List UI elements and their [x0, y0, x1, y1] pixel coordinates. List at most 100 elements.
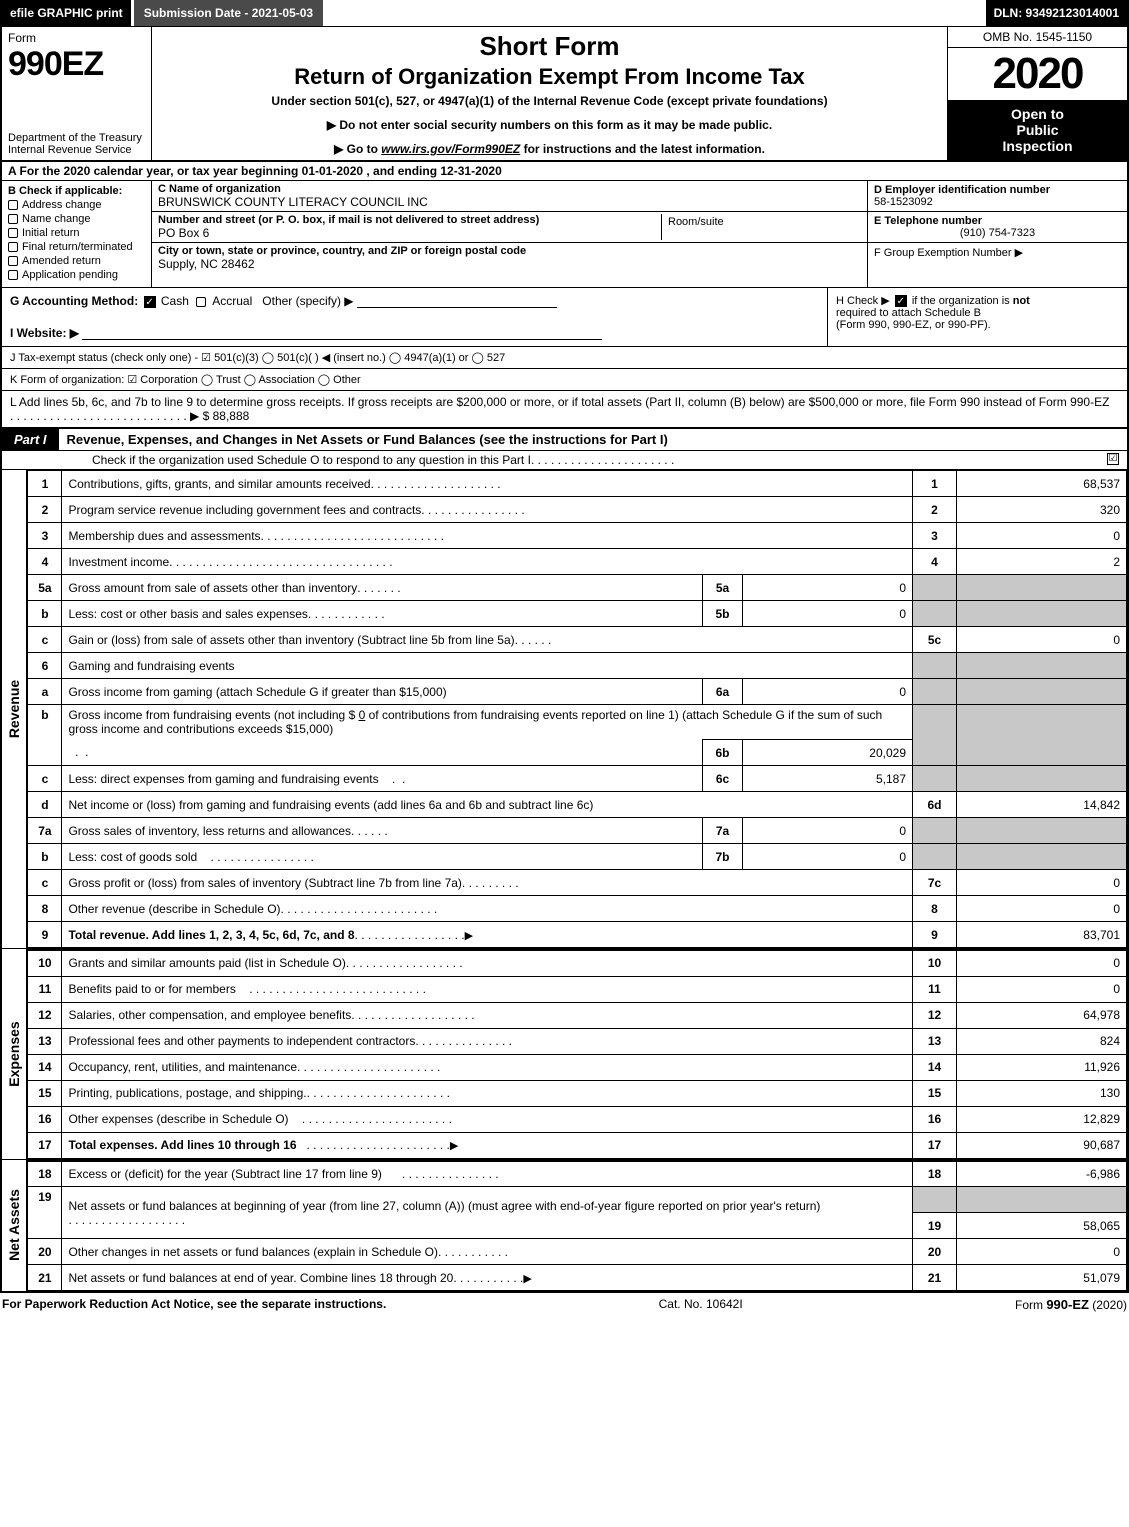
row-a-tax-year: A For the 2020 calendar year, or tax yea…	[0, 162, 1129, 181]
line-2: 2 Program service revenue including gove…	[28, 497, 1127, 523]
mini-val: 0	[743, 601, 913, 627]
line-num: b	[28, 844, 62, 870]
line-col: 17	[913, 1132, 957, 1158]
line-num: 2	[28, 497, 62, 523]
org-name: BRUNSWICK COUNTY LITERACY COUNCIL INC	[158, 195, 861, 209]
header-right: OMB No. 1545-1150 2020 Open to Public In…	[947, 27, 1127, 160]
mini-ln: 6c	[703, 766, 743, 792]
chk-amended-return[interactable]: Amended return	[8, 255, 145, 267]
line-col: 12	[913, 1002, 957, 1028]
line-num: 17	[28, 1132, 62, 1158]
irs-link[interactable]: www.irs.gov/Form990EZ	[381, 142, 520, 156]
open-l1: Open to	[1011, 106, 1064, 122]
line-desc: Gaming and fundraising events	[62, 653, 913, 679]
line-col: 1	[913, 471, 957, 497]
dots: . . . . . . . . . . . . . . . . . . . . …	[531, 453, 1101, 467]
l6b-d1: Gross income from fundraising events (no…	[68, 708, 358, 722]
dept-line2: Internal Revenue Service	[8, 144, 132, 156]
footer-left: For Paperwork Reduction Act Notice, see …	[2, 1297, 386, 1312]
line-num: 16	[28, 1106, 62, 1132]
box-def: D Employer identification number 58-1523…	[867, 181, 1127, 287]
part1-tag-icon: Part I	[2, 429, 59, 450]
expenses-section: Expenses 10 Grants and similar amounts p…	[0, 949, 1129, 1160]
line-val: 14,842	[957, 792, 1127, 818]
checkbox-icon	[8, 214, 18, 224]
c-name-row: C Name of organization BRUNSWICK COUNTY …	[152, 181, 867, 212]
line-desc: Benefits paid to or for members . . . . …	[62, 976, 913, 1002]
row-ghi: G Accounting Method: ✓ Cash Accrual Othe…	[0, 287, 1129, 347]
line-desc: Grants and similar amounts paid (list in…	[62, 950, 913, 976]
line-col: 19	[913, 1213, 957, 1239]
other-specify-input[interactable]	[357, 294, 557, 308]
website-input[interactable]	[82, 326, 602, 340]
line-col: 14	[913, 1054, 957, 1080]
arrow-icon: ▶	[523, 1272, 531, 1285]
c-city-row: City or town, state or province, country…	[152, 243, 867, 287]
line-12: 12 Salaries, other compensation, and emp…	[28, 1002, 1127, 1028]
checkbox-checked-icon: ✓	[144, 296, 156, 308]
footer: For Paperwork Reduction Act Notice, see …	[0, 1293, 1129, 1316]
line-col: 7c	[913, 870, 957, 896]
line-col: 9	[913, 922, 957, 948]
city-label: City or town, state or province, country…	[158, 245, 526, 257]
gh-left: G Accounting Method: ✓ Cash Accrual Othe…	[2, 288, 827, 346]
line-7a: 7a Gross sales of inventory, less return…	[28, 818, 1127, 844]
line-17: 17 Total expenses. Add lines 10 through …	[28, 1132, 1127, 1158]
row-l: L Add lines 5b, 6c, and 7b to line 9 to …	[0, 391, 1129, 427]
part1-header: Part I Revenue, Expenses, and Changes in…	[0, 427, 1129, 451]
line-val: 2	[957, 549, 1127, 575]
h-not: not	[1013, 295, 1030, 307]
g-other: Other (specify) ▶	[262, 294, 353, 308]
line-7b: b Less: cost of goods sold . . . . . . .…	[28, 844, 1127, 870]
line-desc: Gross profit or (loss) from sales of inv…	[62, 870, 913, 896]
grey-cell	[913, 766, 957, 792]
line-num: 21	[28, 1265, 62, 1291]
chk-application-pending[interactable]: Application pending	[8, 269, 145, 281]
h-line2: required to attach Schedule B	[836, 307, 981, 319]
spacer	[323, 0, 985, 26]
line-num: d	[28, 792, 62, 818]
box-c: C Name of organization BRUNSWICK COUNTY …	[152, 181, 867, 287]
chk-address-change[interactable]: Address change	[8, 199, 145, 211]
line-desc: Other changes in net assets or fund bala…	[62, 1239, 913, 1265]
grey-cell	[957, 679, 1127, 705]
row-l-amount: ▶ $ 88,888	[190, 409, 249, 423]
line-col: 3	[913, 523, 957, 549]
line-val: 83,701	[957, 922, 1127, 948]
chk-final-return[interactable]: Final return/terminated	[8, 241, 145, 253]
revenue-label: Revenue	[6, 680, 22, 738]
efile-print-button[interactable]: efile GRAPHIC print	[2, 0, 131, 26]
city-value: Supply, NC 28462	[158, 257, 526, 271]
line-col: 5c	[913, 627, 957, 653]
grey-cell	[957, 844, 1127, 870]
line-desc: Investment income . . . . . . . . . . . …	[62, 549, 913, 575]
grey-cell	[957, 705, 1127, 766]
note2-pre: ▶ Go to	[334, 142, 381, 156]
row-k: K Form of organization: ☑ Corporation ◯ …	[0, 369, 1129, 391]
grey-cell	[913, 844, 957, 870]
line-1: 1 Contributions, gifts, grants, and simi…	[28, 471, 1127, 497]
room-suite: Room/suite	[661, 214, 861, 240]
line-5b: b Less: cost or other basis and sales ex…	[28, 601, 1127, 627]
website-row: I Website: ▶	[10, 326, 819, 340]
line-num: b	[28, 601, 62, 627]
checkbox-icon	[8, 270, 18, 280]
line-val: 130	[957, 1080, 1127, 1106]
d-ein: D Employer identification number 58-1523…	[868, 181, 1127, 212]
checkbox-icon[interactable]	[196, 297, 206, 307]
omb-number: OMB No. 1545-1150	[948, 27, 1127, 48]
line-val: 64,978	[957, 1002, 1127, 1028]
line-desc: Total revenue. Add lines 1, 2, 3, 4, 5c,…	[62, 922, 913, 948]
grey-cell	[913, 1187, 957, 1213]
chk-name-change[interactable]: Name change	[8, 213, 145, 225]
opt-pending: Application pending	[22, 269, 118, 281]
mini-val: 0	[743, 844, 913, 870]
block-bcd: B Check if applicable: Address change Na…	[0, 181, 1129, 287]
mini-val: 0	[743, 575, 913, 601]
line-desc: Gross income from gaming (attach Schedul…	[62, 679, 703, 705]
line-desc: Excess or (deficit) for the year (Subtra…	[62, 1161, 913, 1187]
line-val: 0	[957, 523, 1127, 549]
grey-cell	[957, 766, 1127, 792]
chk-initial-return[interactable]: Initial return	[8, 227, 145, 239]
dots: . . . . . . . . . . . . . . . . . . . . …	[10, 409, 187, 423]
